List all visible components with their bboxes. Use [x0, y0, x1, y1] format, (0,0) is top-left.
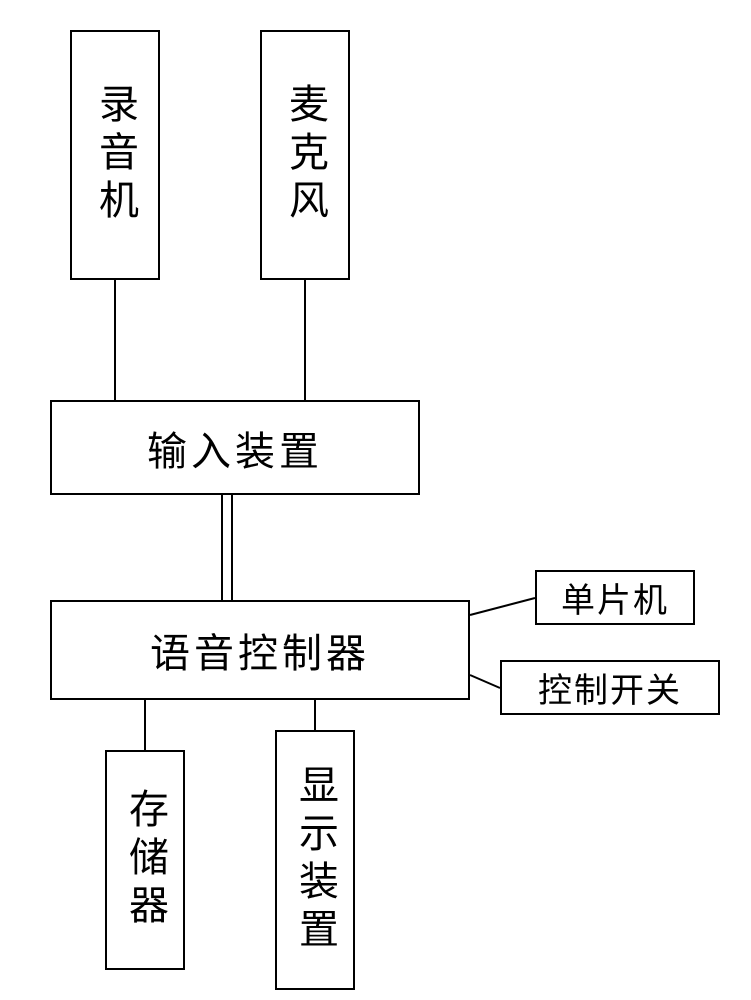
label-recorder: 录音机: [95, 83, 135, 227]
node-recorder: 录音机: [70, 30, 160, 280]
node-microphone: 麦克风: [260, 30, 350, 280]
node-memory: 存储器: [105, 750, 185, 970]
node-ctrl-sw: 控制开关: [500, 660, 720, 715]
edge-voice-ctrlsw: [470, 675, 500, 688]
label-microphone: 麦克风: [285, 83, 325, 227]
label-input-dev: 输入装置: [147, 419, 323, 477]
node-display: 显示装置: [275, 730, 355, 990]
label-mcu: 单片机: [561, 573, 669, 622]
label-voice-ctrl: 语音控制器: [150, 621, 370, 679]
label-ctrl-sw: 控制开关: [538, 663, 682, 712]
label-display: 显示装置: [295, 764, 335, 956]
node-input-dev: 输入装置: [50, 400, 420, 495]
node-voice-ctrl: 语音控制器: [50, 600, 470, 700]
label-memory: 存储器: [125, 788, 165, 932]
edge-voice-mcu: [470, 598, 535, 615]
node-mcu: 单片机: [535, 570, 695, 625]
